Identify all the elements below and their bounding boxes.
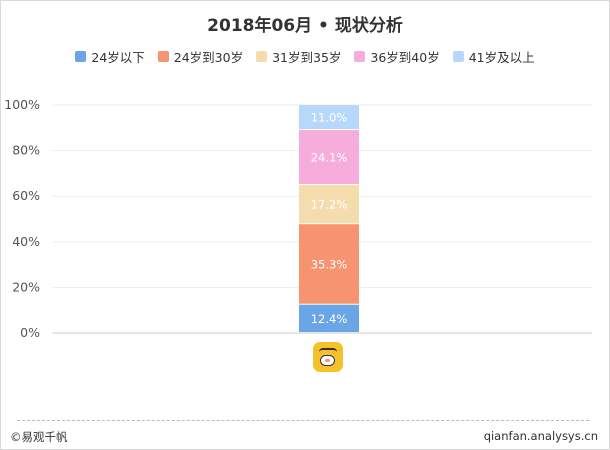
bar-segment-1 <box>299 304 359 332</box>
data-label: 35.3% <box>311 257 348 271</box>
data-label: 12.4% <box>311 312 348 326</box>
bar-segment-2 <box>299 224 359 304</box>
legend-item-31-to-35[interactable]: 31岁到35岁 <box>256 47 341 66</box>
chart-legend: 24岁以下 24岁到30岁 31岁到35岁 36岁到40岁 41岁及以上 <box>0 47 610 66</box>
bar-segment-3 <box>299 185 359 224</box>
data-label: 24.1% <box>311 151 348 165</box>
footer-divider <box>17 420 589 421</box>
legend-label: 24岁以下 <box>91 50 145 65</box>
legend-item-24-to-30[interactable]: 24岁到30岁 <box>157 47 244 66</box>
footer-brand: ©易观千帆 <box>10 430 68 444</box>
data-label: 11.0% <box>311 111 348 125</box>
y-tick-label: 60% <box>12 188 40 203</box>
y-tick-label: 40% <box>12 234 40 249</box>
legend-swatch <box>157 51 169 62</box>
footer-site: qianfan.analysys.cn <box>483 429 598 443</box>
data-label: 17.2% <box>311 198 348 212</box>
legend-label: 31岁到35岁 <box>272 50 342 65</box>
y-tick-label: 100% <box>4 97 40 112</box>
legend-swatch <box>75 51 87 62</box>
legend-label: 36岁到40岁 <box>370 50 440 65</box>
bar-segment-5 <box>299 105 359 130</box>
legend-swatch <box>452 51 464 62</box>
y-tick-label: 20% <box>12 279 40 294</box>
y-tick-label: 0% <box>20 325 40 340</box>
legend-item-41-plus[interactable]: 41岁及以上 <box>452 47 535 66</box>
y-tick-label: 80% <box>12 143 40 158</box>
app-logo-icon <box>313 342 343 372</box>
legend-label: 41岁及以上 <box>468 50 535 65</box>
bar-segment-4 <box>299 130 359 185</box>
legend-label: 24岁到30岁 <box>173 50 244 65</box>
chart-title: 2018年06月 • 现状分析 <box>207 16 403 36</box>
legend-item-36-to-40[interactable]: 36岁到40岁 <box>354 47 440 66</box>
legend-item-under-24[interactable]: 24岁以下 <box>75 47 145 66</box>
legend-swatch <box>256 51 268 62</box>
legend-swatch <box>354 51 366 62</box>
